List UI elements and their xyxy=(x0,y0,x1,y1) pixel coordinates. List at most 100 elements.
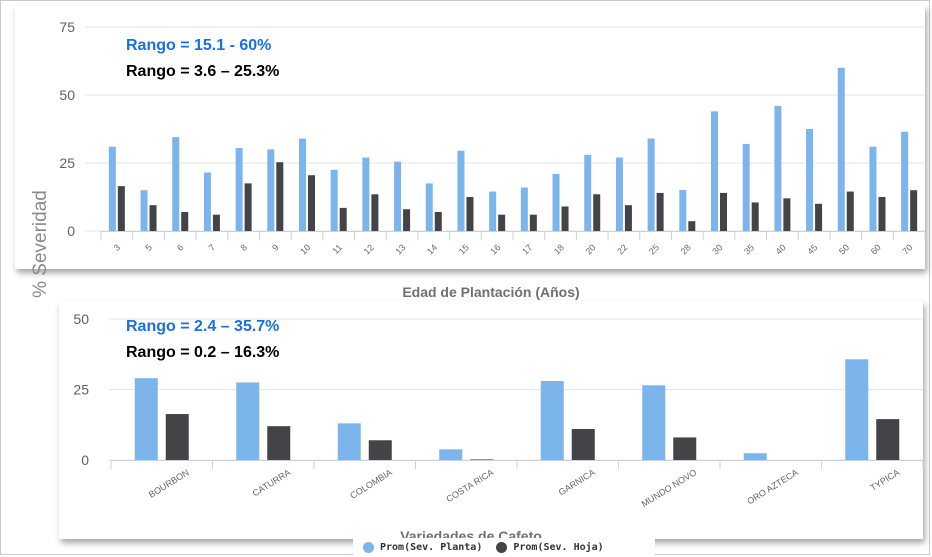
bar-hoja[interactable] xyxy=(571,428,595,460)
bar-hoja[interactable] xyxy=(276,162,284,231)
age-range-planta: Rango = 15.1 - 60% xyxy=(126,37,272,54)
bar-hoja[interactable] xyxy=(212,214,220,231)
bar-hoja[interactable] xyxy=(117,186,125,231)
bar-planta[interactable] xyxy=(236,382,260,460)
legend-label-planta: Prom(Sev. Planta) xyxy=(380,541,483,553)
bar-planta[interactable] xyxy=(457,150,465,231)
bar-planta[interactable] xyxy=(615,157,623,231)
x-tick-label: 25 xyxy=(647,242,661,256)
bar-hoja[interactable] xyxy=(688,221,696,231)
x-tick-label: 15 xyxy=(457,242,471,256)
bar-planta[interactable] xyxy=(540,381,564,460)
bar-planta[interactable] xyxy=(330,169,338,231)
bar-hoja[interactable] xyxy=(466,197,474,231)
bar-hoja[interactable] xyxy=(876,419,900,460)
bar-hoja[interactable] xyxy=(529,214,537,231)
bar-planta[interactable] xyxy=(235,148,243,231)
x-tick-label: CATURRA xyxy=(251,467,293,498)
bar-planta[interactable] xyxy=(901,131,909,231)
bar-hoja[interactable] xyxy=(434,211,442,231)
bar-planta[interactable] xyxy=(642,385,666,460)
x-tick-label: 13 xyxy=(393,242,407,256)
x-tick-label: 45 xyxy=(805,242,819,256)
y-axis-label: % Severidad xyxy=(30,190,51,298)
bar-hoja[interactable] xyxy=(165,414,189,460)
x-tick-label: ORO AZTECA xyxy=(745,467,799,506)
bar-hoja[interactable] xyxy=(561,206,569,231)
bar-planta[interactable] xyxy=(837,67,845,231)
bar-planta[interactable] xyxy=(425,183,433,231)
x-tick-label: 70 xyxy=(900,242,914,256)
bar-planta[interactable] xyxy=(172,137,180,231)
legend-label-hoja: Prom(Sev. Hoja) xyxy=(513,541,604,553)
bar-hoja[interactable] xyxy=(878,197,886,231)
bar-hoja[interactable] xyxy=(593,194,601,231)
bar-planta[interactable] xyxy=(299,138,306,231)
x-tick-label: 3 xyxy=(112,242,123,253)
bar-planta[interactable] xyxy=(552,173,560,231)
bar-hoja[interactable] xyxy=(673,437,697,460)
bar-planta[interactable] xyxy=(742,143,750,231)
bar-planta[interactable] xyxy=(267,149,275,231)
bar-hoja[interactable] xyxy=(720,192,727,231)
bar-hoja[interactable] xyxy=(910,190,918,231)
bar-hoja[interactable] xyxy=(244,183,252,231)
bar-hoja[interactable] xyxy=(846,191,854,231)
bar-planta[interactable] xyxy=(362,157,370,231)
y-tick-label: 50 xyxy=(59,87,75,103)
bar-planta[interactable] xyxy=(489,191,497,231)
bar-planta[interactable] xyxy=(394,161,402,231)
bar-planta[interactable] xyxy=(806,129,814,231)
legend-item-hoja[interactable]: Prom(Sev. Hoja) xyxy=(496,541,604,553)
x-tick-label: 60 xyxy=(869,242,883,256)
bar-hoja[interactable] xyxy=(815,203,823,231)
bar-planta[interactable] xyxy=(711,111,718,231)
bar-planta[interactable] xyxy=(337,423,361,460)
bar-hoja[interactable] xyxy=(498,214,506,231)
x-tick-label: 5 xyxy=(143,242,154,253)
bar-planta[interactable] xyxy=(647,138,655,231)
y-tick-label: 25 xyxy=(73,382,89,398)
bar-hoja[interactable] xyxy=(656,192,664,231)
bar-planta[interactable] xyxy=(140,190,148,231)
bar-planta[interactable] xyxy=(108,146,116,231)
bar-hoja[interactable] xyxy=(470,459,494,460)
bar-planta[interactable] xyxy=(743,453,767,460)
legend: Prom(Sev. Planta) Prom(Sev. Hoja) xyxy=(353,538,655,556)
y-tick-label: 75 xyxy=(59,19,75,35)
bar-planta[interactable] xyxy=(203,172,211,231)
x-tick-label: 6 xyxy=(175,242,186,253)
bar-planta[interactable] xyxy=(584,154,592,231)
legend-swatch-hoja xyxy=(496,541,508,553)
legend-item-planta[interactable]: Prom(Sev. Planta) xyxy=(363,541,483,553)
bar-planta[interactable] xyxy=(520,187,528,231)
variety-chart-svg: 0 25 50 BOURBON CATURRA COLOMBIA COSTA RICA GAR… xyxy=(73,311,924,509)
bar-hoja[interactable] xyxy=(783,198,791,231)
bar-hoja[interactable] xyxy=(267,426,291,460)
bar-hoja[interactable] xyxy=(624,205,632,231)
bar-planta[interactable] xyxy=(869,146,877,231)
bar-hoja[interactable] xyxy=(308,175,315,231)
age-chart-panel: 0 25 50 75 3 5 6 7 8 9 10 11 12 13 14 15 16 17 18 20 22 25 28 3… xyxy=(15,5,926,269)
bar-planta[interactable] xyxy=(439,449,463,460)
bar-hoja[interactable] xyxy=(371,194,379,231)
bar-hoja[interactable] xyxy=(751,202,759,231)
bar-planta[interactable] xyxy=(679,189,687,231)
x-tick-label: 35 xyxy=(742,242,756,256)
bar-hoja[interactable] xyxy=(339,207,347,231)
bar-hoja[interactable] xyxy=(368,440,392,460)
x-tick-label: MUNDO NOVO xyxy=(640,467,699,509)
bar-planta[interactable] xyxy=(134,378,158,460)
bar-hoja[interactable] xyxy=(149,205,157,231)
y-tick-label: 0 xyxy=(81,452,89,468)
bar-hoja[interactable] xyxy=(403,209,411,231)
legend-swatch-planta xyxy=(363,541,374,553)
x-tick-label: 20 xyxy=(583,242,597,256)
x-tick-label: 10 xyxy=(298,242,312,256)
bar-planta[interactable] xyxy=(774,105,782,231)
bar-planta[interactable] xyxy=(845,359,869,460)
variety-range-hoja: Rango = 0.2 – 16.3% xyxy=(126,344,280,361)
bar-hoja[interactable] xyxy=(181,211,189,231)
